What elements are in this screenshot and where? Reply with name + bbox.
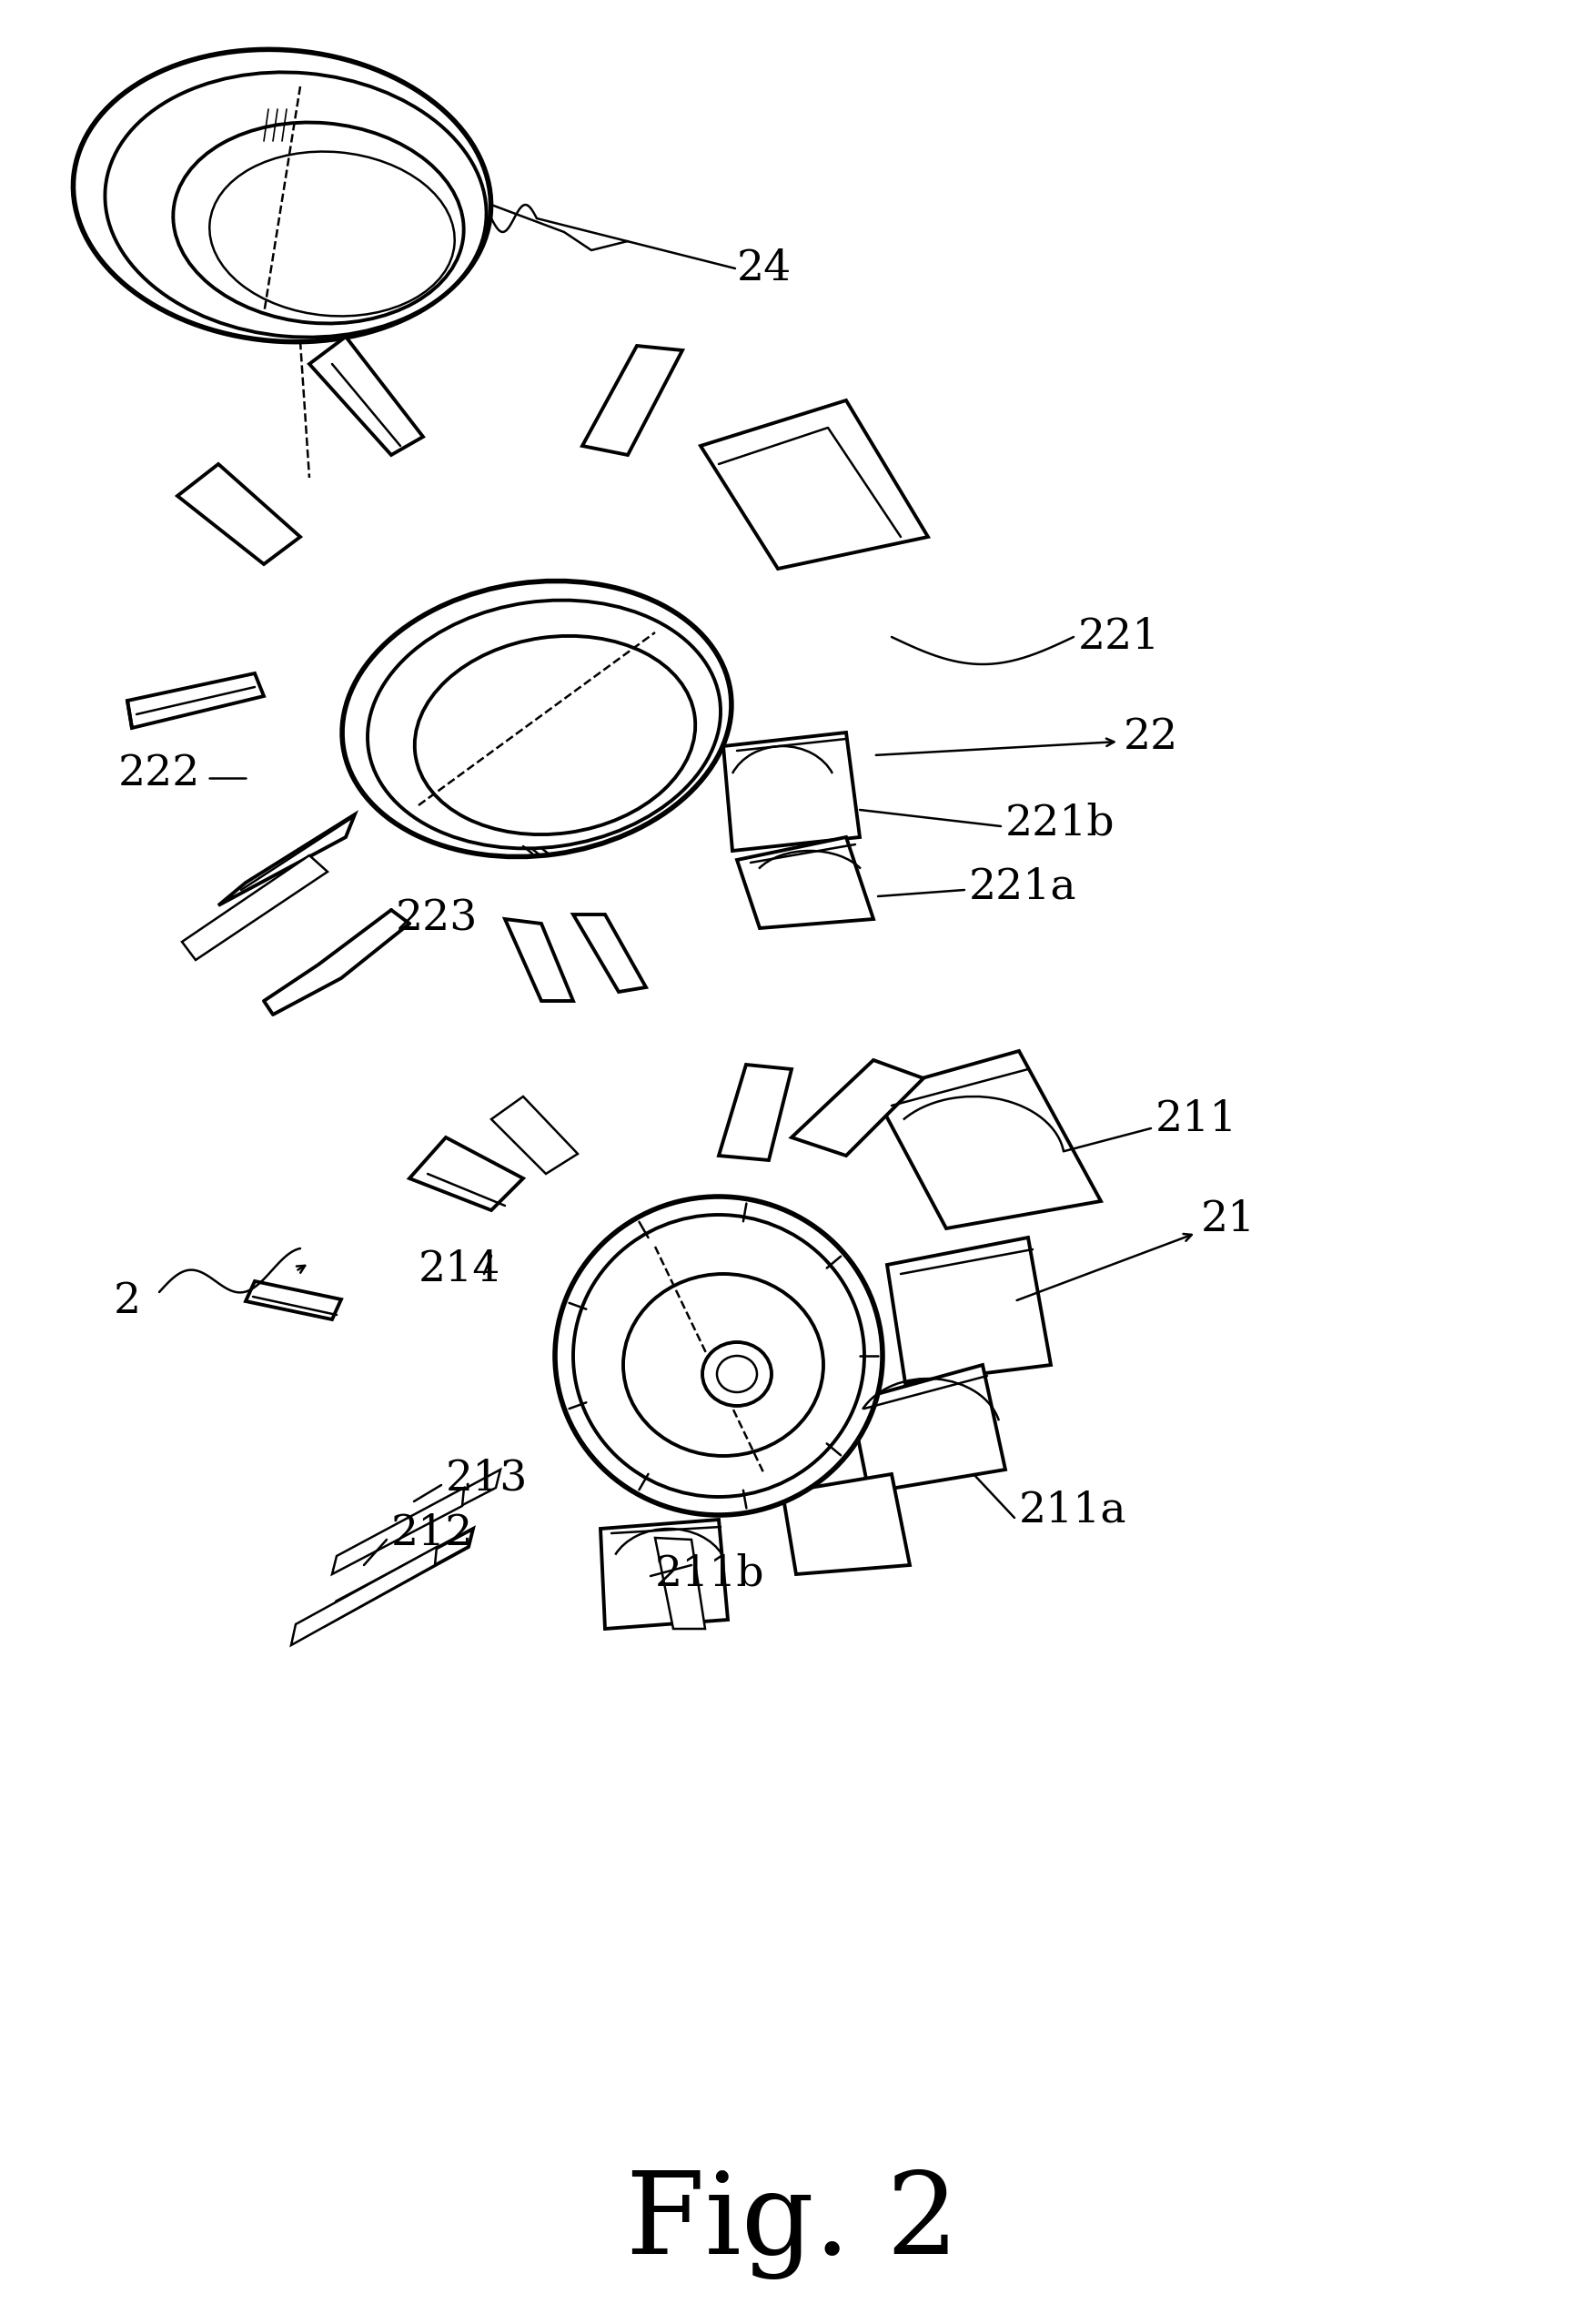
Polygon shape: [600, 1520, 729, 1629]
Polygon shape: [182, 855, 328, 960]
Polygon shape: [782, 1473, 909, 1573]
Polygon shape: [583, 346, 683, 456]
Text: 212: 212: [391, 1513, 474, 1555]
Ellipse shape: [718, 1355, 757, 1392]
Ellipse shape: [702, 1343, 771, 1406]
Ellipse shape: [554, 1197, 882, 1515]
Text: 221: 221: [1079, 616, 1161, 658]
Polygon shape: [851, 1364, 1006, 1492]
Ellipse shape: [415, 637, 695, 834]
Ellipse shape: [623, 1274, 824, 1455]
Text: 24: 24: [737, 249, 792, 288]
Text: 211: 211: [1155, 1099, 1237, 1139]
Text: 22: 22: [1123, 716, 1178, 758]
Text: 222: 222: [119, 753, 201, 795]
Ellipse shape: [573, 1215, 865, 1497]
Polygon shape: [873, 1050, 1101, 1229]
Text: 213: 213: [445, 1457, 527, 1499]
Polygon shape: [309, 337, 423, 456]
Polygon shape: [491, 1097, 578, 1174]
Ellipse shape: [342, 581, 732, 858]
Ellipse shape: [173, 123, 464, 323]
Text: Fig. 2: Fig. 2: [626, 2168, 958, 2280]
Text: 21: 21: [1201, 1199, 1256, 1241]
Polygon shape: [328, 1529, 474, 1624]
Polygon shape: [573, 916, 646, 992]
Polygon shape: [719, 1064, 792, 1160]
Text: 223: 223: [396, 899, 478, 939]
Polygon shape: [792, 1060, 923, 1155]
Polygon shape: [700, 400, 928, 569]
Ellipse shape: [209, 151, 455, 316]
Polygon shape: [372, 1469, 501, 1552]
Text: 221b: 221b: [1006, 802, 1115, 844]
Text: 211b: 211b: [656, 1555, 765, 1594]
Polygon shape: [656, 1538, 705, 1629]
Polygon shape: [219, 813, 355, 906]
Polygon shape: [505, 918, 573, 1002]
Text: 214: 214: [418, 1248, 501, 1290]
Polygon shape: [409, 1136, 523, 1211]
Text: 211a: 211a: [1019, 1490, 1126, 1532]
Ellipse shape: [105, 72, 486, 337]
Polygon shape: [246, 1281, 341, 1320]
Polygon shape: [177, 465, 301, 565]
Polygon shape: [127, 674, 265, 727]
Polygon shape: [737, 837, 873, 927]
Polygon shape: [887, 1236, 1050, 1383]
Polygon shape: [333, 1487, 464, 1573]
Text: 221a: 221a: [969, 867, 1077, 909]
Ellipse shape: [73, 49, 491, 342]
Ellipse shape: [367, 600, 721, 848]
Polygon shape: [291, 1548, 437, 1645]
Polygon shape: [724, 732, 860, 851]
Text: 2: 2: [114, 1281, 141, 1322]
